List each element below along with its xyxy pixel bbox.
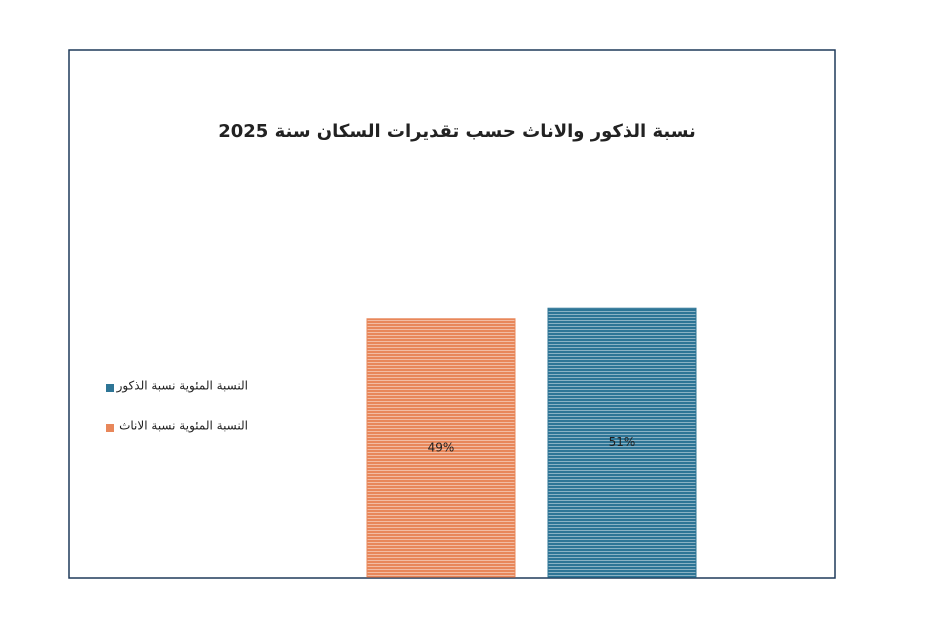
legend-label: النسبة المئوية نسبة الذكور <box>116 379 248 394</box>
legend-swatch <box>106 384 114 392</box>
bar <box>366 318 516 578</box>
data-label: 49% <box>428 440 455 454</box>
legend-swatch <box>106 424 114 432</box>
data-label: 51% <box>609 435 636 449</box>
legend-label: النسبة المئوية نسبة الاناث <box>119 419 248 434</box>
chart-title: نسبة الذكور والاناث حسب تقديرات السكان س… <box>218 121 696 142</box>
bar <box>547 307 697 578</box>
